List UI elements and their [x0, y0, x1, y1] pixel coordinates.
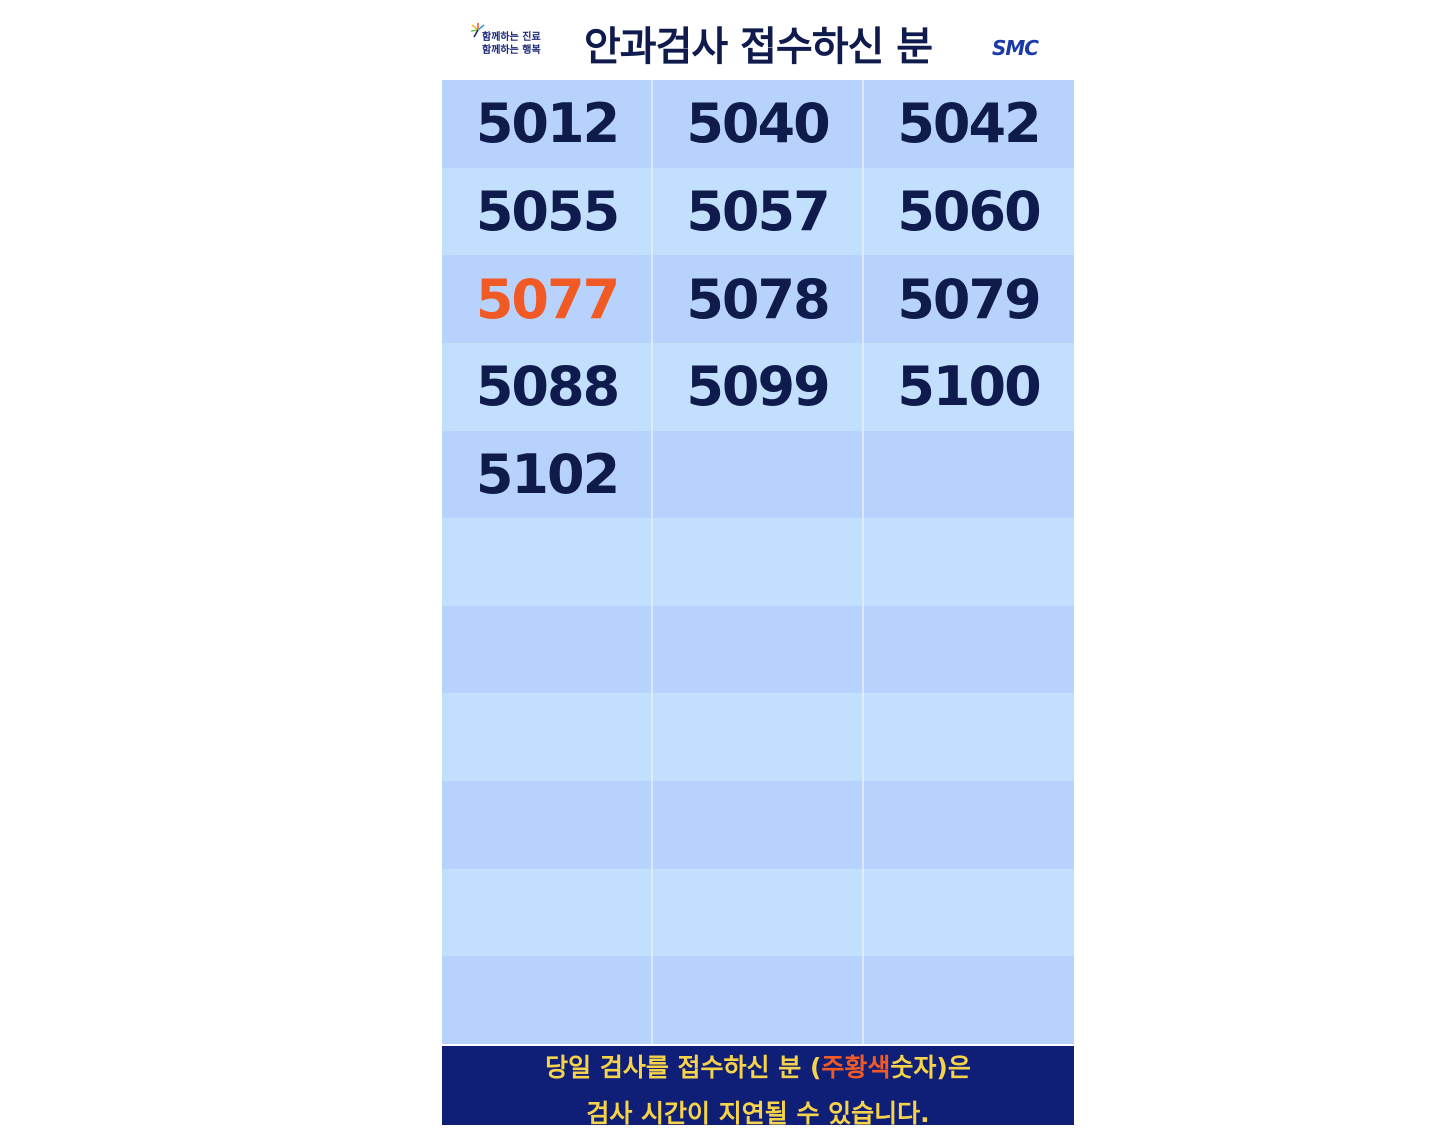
notice-text-a: 당일 검사를 접수하신 분 ( [545, 1053, 822, 1082]
ticket-number-cell: 5079 [897, 267, 1041, 331]
ticket-number-cell [652, 781, 863, 869]
ticket-number-cell: 5012 [475, 92, 620, 156]
ticket-number-cell [652, 869, 863, 957]
number-row: 5088 5099 5100 [442, 342, 1074, 431]
ticket-number-cell: 5088 [475, 355, 620, 419]
page-title: 안과검사 접수하신 분 [583, 24, 933, 70]
ticket-number-cell [863, 956, 1074, 1044]
ticket-number-cell [863, 869, 1074, 957]
sparkle-icon [470, 23, 485, 38]
number-row: 5012 5040 5042 [442, 80, 1074, 168]
number-row: 5102 [442, 430, 1074, 519]
slogan-line-2: 함께하는 행복 [482, 45, 541, 56]
number-grid: 5012 5040 5042 5055 5057 5060 5077 5078 5079 5088… [442, 80, 1074, 1044]
notice-orange-word: 주황색 [821, 1053, 891, 1082]
ticket-number-cell [863, 431, 1074, 519]
ticket-number-cell [863, 693, 1074, 781]
ticket-number-cell: 5099 [686, 355, 830, 419]
ticket-number-cell: 5100 [897, 355, 1041, 419]
number-row [442, 868, 1074, 957]
ticket-number-cell: 5077 [475, 267, 620, 331]
number-row [442, 518, 1074, 606]
ticket-number-cell [652, 956, 863, 1044]
slogan-line-1: 함께하는 진료 [482, 32, 541, 43]
column-divider [651, 80, 653, 1044]
ticket-number-cell: 5060 [897, 179, 1041, 243]
number-row [442, 781, 1074, 869]
ticket-number-cell [652, 606, 863, 694]
ticket-number-cell [652, 693, 863, 781]
number-row: 5077 5078 5079 [442, 255, 1074, 343]
number-row [442, 605, 1074, 694]
ticket-number-cell [442, 956, 652, 1044]
ticket-number-cell [863, 518, 1074, 606]
notice-line-2: 검사 시간이 지연될 수 있습니다. [586, 1099, 930, 1128]
ticket-number-cell [442, 869, 652, 957]
ticket-number-cell [442, 518, 652, 606]
ticket-number-cell [442, 781, 652, 869]
slogan-logo: 함께하는 진료 함께하는 행복 [470, 22, 560, 62]
brand-logo: SMC [992, 36, 1039, 60]
column-divider [862, 80, 864, 1044]
ticket-number-cell: 5040 [686, 92, 830, 156]
ticket-number-cell: 5042 [897, 92, 1041, 156]
ticket-number-cell [442, 606, 652, 694]
ticket-number-cell [863, 606, 1074, 694]
notice-text-b: 숫자)은 [890, 1053, 971, 1082]
ticket-number-cell: 5102 [475, 442, 620, 506]
ticket-number-cell [863, 781, 1074, 869]
ticket-number-cell [442, 693, 652, 781]
ticket-number-cell [652, 431, 863, 519]
ticket-number-cell: 5078 [686, 267, 830, 331]
header: 함께하는 진료 함께하는 행복 안과검사 접수하신 분 SMC [442, 0, 1074, 80]
number-row [442, 956, 1074, 1044]
footer-notice: 당일 검사를 접수하신 분 (주황색숫자)은 검사 시간이 지연될 수 있습니다… [442, 1044, 1074, 1128]
ticket-number-cell: 5057 [686, 179, 830, 243]
ticket-number-cell [652, 518, 863, 606]
ticket-number-cell: 5055 [475, 179, 620, 243]
number-row: 5055 5057 5060 [442, 167, 1074, 256]
number-row [442, 693, 1074, 782]
waiting-board: 함께하는 진료 함께하는 행복 안과검사 접수하신 분 SMC 5012 5040… [442, 0, 1074, 1128]
notice-line-1: 당일 검사를 접수하신 분 (주황색숫자)은 [442, 1048, 1074, 1084]
